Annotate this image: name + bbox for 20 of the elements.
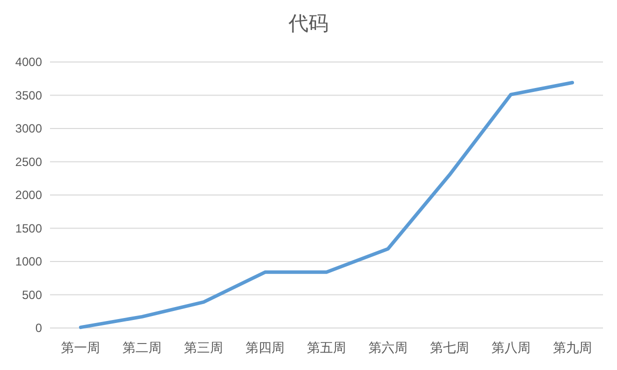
x-tick-label: 第四周 [246,340,285,355]
line-series [78,80,574,330]
x-tick-label: 第五周 [307,340,346,355]
x-tick-label: 第七周 [430,340,469,355]
x-tick-label: 第八周 [491,340,530,355]
y-tick-label: 1000 [15,254,42,268]
y-tick-label: 500 [22,288,42,302]
y-tick-label: 1500 [15,221,42,236]
x-tick-label: 第三周 [184,340,224,355]
y-tick-label: 4000 [15,55,42,69]
x-tick-label: 第二周 [122,340,162,355]
chart-title: 代码 [288,13,328,35]
x-tick-label: 第九周 [552,340,592,355]
y-tick-label: 2500 [15,154,42,169]
x-tick-label: 第六周 [368,340,408,355]
y-tick-label: 3500 [15,88,42,102]
y-tick-label: 0 [35,321,42,335]
x-tick-label: 第一周 [61,340,100,355]
y-tick-label: 2000 [15,188,42,202]
y-tick-label: 3000 [15,122,42,136]
